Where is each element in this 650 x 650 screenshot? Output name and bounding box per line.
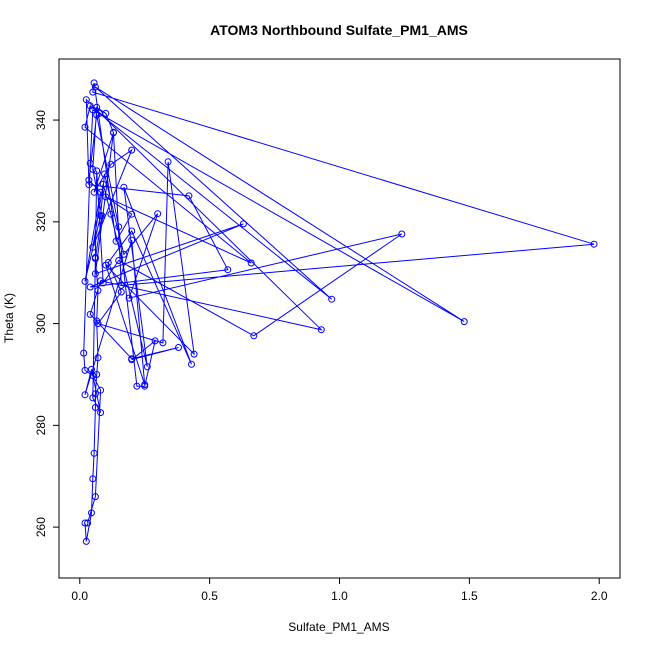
data-point [141,382,149,390]
data-point [84,519,92,527]
data-point [99,180,107,188]
data-point [151,337,159,345]
data-point [89,372,97,379]
x-axis-label: Sulfate_PM1_AMS [288,620,389,634]
data-point [89,475,97,483]
data-point [328,295,336,303]
data-point [120,183,128,191]
data-point [128,146,136,154]
data-point [93,371,101,378]
data-point [110,128,117,136]
data-point [190,350,198,358]
data-point [102,261,110,269]
x-tick-label: 0.0 [71,589,88,603]
data-point [107,160,115,168]
chart-title: ATOM3 Northbound Sulfate_PM1_AMS [210,22,468,38]
y-tick-label: 320 [34,211,48,231]
data-point [81,366,89,374]
data-point [128,236,136,244]
data-point [89,394,97,402]
y-axis: 260 280 300 320 340 [34,110,60,537]
data-point [81,391,89,399]
x-axis: 0.0 0.5 1.0 1.5 2.0 [71,577,608,603]
data-point [128,210,136,218]
data-point [125,294,133,302]
data-point [175,344,182,351]
data-point [159,339,167,347]
data-point [89,165,97,173]
data-point [133,382,141,390]
data-point [398,230,406,238]
data-point [94,320,102,328]
data-point [86,283,94,291]
data-point [91,253,99,261]
data-point [91,493,99,501]
data-point [88,509,95,517]
data-point [81,277,89,285]
data-point [224,266,232,274]
data-point [97,212,105,220]
data-point [115,257,123,264]
data-point [115,223,123,231]
data-point [107,210,115,218]
data-point [82,96,90,104]
x-tick-label: 0.5 [201,589,218,603]
data-point [112,237,120,245]
series-layer [80,79,598,545]
data-point [81,123,89,131]
x-tick-label: 1.5 [461,589,478,603]
data-point [82,537,90,545]
data-point [97,386,105,394]
data-point [91,404,99,411]
data-point [97,188,105,196]
data-point [94,287,102,294]
data-point [90,449,98,457]
data-point [93,167,101,175]
data-point [120,250,128,258]
data-point [143,363,151,371]
data-point [102,193,110,201]
data-point [317,326,325,334]
data-point [460,318,468,326]
data-point [95,109,103,117]
data-point [80,349,88,357]
data-point [247,259,255,267]
series-line [83,82,595,542]
data-point [101,170,108,178]
data-point [89,243,97,251]
data-point [97,409,105,417]
y-tick-label: 280 [34,415,48,435]
y-tick-label: 300 [34,313,48,333]
data-point [250,332,258,340]
x-tick-label: 1.0 [331,589,348,603]
data-point [90,79,98,87]
data-point [81,519,89,527]
data-point [590,240,598,248]
data-point [128,355,136,363]
x-tick-label: 2.0 [591,589,608,603]
data-point [188,360,195,368]
data-point [154,210,162,218]
data-point [239,220,247,228]
data-point [85,181,93,189]
data-point [89,106,97,114]
data-point [117,288,125,296]
data-point [97,277,105,285]
data-point [164,158,172,166]
data-point [94,354,102,362]
y-tick-label: 260 [34,517,48,537]
data-point [128,227,136,235]
data-point [91,83,99,91]
data-point [91,270,99,278]
data-point [85,176,93,184]
data-point [185,192,193,200]
y-tick-label: 340 [34,110,48,130]
data-point [117,281,125,289]
y-axis-label: Theta (K) [2,293,16,343]
data-point [86,310,94,318]
data-point [86,159,94,167]
